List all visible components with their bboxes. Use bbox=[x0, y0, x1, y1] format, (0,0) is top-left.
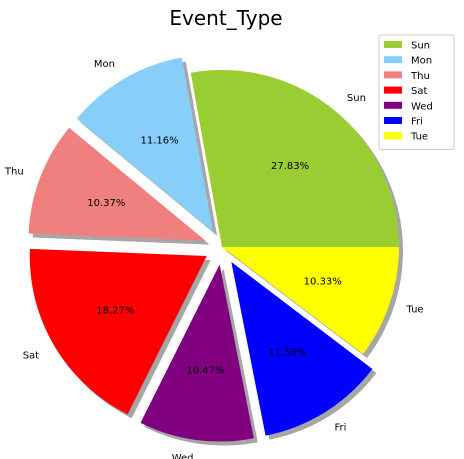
legend-swatch-thu bbox=[384, 71, 402, 79]
percent-label-tue: 10.33% bbox=[304, 276, 342, 287]
slice-label-sun: Sun bbox=[347, 93, 366, 104]
legend-label-thu: Thu bbox=[410, 71, 430, 82]
slice-label-sat: Sat bbox=[23, 351, 39, 362]
legend-label-sun: Sun bbox=[411, 41, 430, 52]
slice-label-wed: Wed bbox=[172, 453, 194, 459]
slice-fri bbox=[231, 262, 373, 436]
percent-labels: 27.83% 11.16% 10.37% 18.27% 10.47% 11.58% 10.3… bbox=[87, 136, 342, 377]
legend-swatch-tue bbox=[384, 132, 402, 140]
chart-title: Event_Type bbox=[169, 6, 282, 30]
legend-label-mon: Mon bbox=[411, 56, 432, 67]
slice-label-tue: Tue bbox=[406, 305, 424, 316]
slice-sun bbox=[190, 70, 399, 247]
legend-swatch-sun bbox=[384, 41, 402, 48]
percent-label-mon: 11.16% bbox=[141, 136, 179, 147]
legend-swatch-fri bbox=[384, 117, 402, 124]
slice-tue bbox=[222, 247, 399, 354]
legend-label-tue: Tue bbox=[410, 132, 428, 143]
legend-label-sat: Sat bbox=[411, 86, 427, 97]
pie-slices bbox=[28, 57, 399, 442]
legend: Sun Mon Thu Sat Wed Fri Tue bbox=[378, 34, 455, 150]
slice-label-thu: Thu bbox=[4, 166, 24, 177]
percent-label-wed: 10.47% bbox=[186, 365, 224, 376]
percent-label-thu: 10.37% bbox=[87, 198, 125, 209]
legend-swatch-wed bbox=[384, 101, 402, 109]
slice-labels: Sun Mon Thu Sat Wed Fri Tue bbox=[4, 59, 424, 459]
slice-label-fri: Fri bbox=[335, 423, 347, 434]
legend-label-fri: Fri bbox=[411, 117, 423, 128]
percent-label-sat: 18.27% bbox=[96, 306, 134, 317]
legend-swatch-mon bbox=[384, 56, 402, 64]
slice-wed bbox=[140, 264, 254, 442]
slice-thu bbox=[28, 127, 206, 241]
slice-sat bbox=[29, 248, 207, 415]
legend-label-wed: Wed bbox=[411, 101, 433, 112]
legend-swatch-sat bbox=[384, 86, 402, 94]
slice-mon bbox=[76, 57, 214, 232]
percent-label-sun: 27.83% bbox=[271, 161, 309, 172]
slice-label-mon: Mon bbox=[94, 59, 115, 70]
percent-label-fri: 11.58% bbox=[269, 348, 307, 359]
